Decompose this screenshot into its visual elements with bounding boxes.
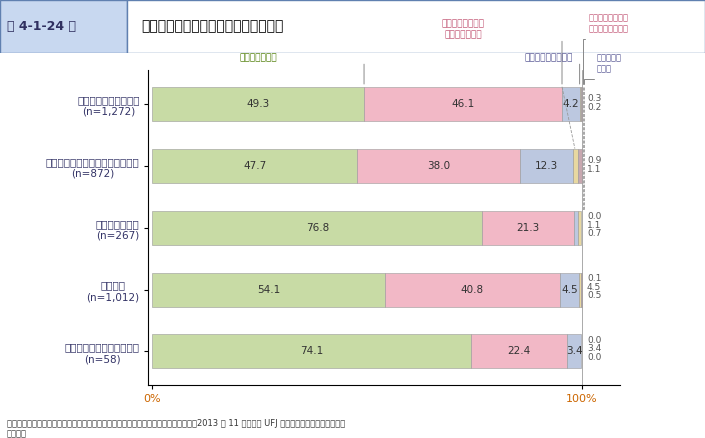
Text: 第 4-1-24 図: 第 4-1-24 図 <box>7 20 76 33</box>
Text: 3.4: 3.4 <box>587 344 601 353</box>
Text: どちらとも言えない: どちらとも言えない <box>525 53 572 62</box>
Bar <box>127 0 705 53</box>
Text: 12.3: 12.3 <box>535 161 558 171</box>
Text: 対応できて
いない: 対応できて いない <box>597 54 622 73</box>
Text: 0.7: 0.7 <box>587 230 601 238</box>
Bar <box>152 87 364 121</box>
Bar <box>152 211 482 245</box>
Text: 38.0: 38.0 <box>427 161 450 171</box>
Text: 76.8: 76.8 <box>305 223 329 233</box>
Bar <box>152 335 470 368</box>
Bar <box>578 149 582 183</box>
Text: どちらかというと
対応できている: どちらかというと 対応できている <box>442 20 485 39</box>
Text: 21.3: 21.3 <box>516 223 539 233</box>
Text: 4.2: 4.2 <box>563 99 580 109</box>
Bar <box>0 0 127 53</box>
Text: 4.5: 4.5 <box>587 283 601 292</box>
Text: 49.3: 49.3 <box>247 99 270 109</box>
Text: 4.5: 4.5 <box>561 285 578 295</box>
Bar <box>520 149 573 183</box>
Text: 0.0: 0.0 <box>587 212 601 221</box>
Bar <box>152 272 385 307</box>
Text: 46.1: 46.1 <box>451 99 474 109</box>
Text: 54.1: 54.1 <box>257 285 280 295</box>
Bar <box>573 149 578 183</box>
Text: どちらかというと
対応できていない: どちらかというと 対応できていない <box>588 14 628 33</box>
Text: 0.1: 0.1 <box>587 274 601 283</box>
Bar <box>364 87 562 121</box>
Bar <box>578 211 582 245</box>
Text: 中小企業支援機関の相談への対応状況: 中小企業支援機関の相談への対応状況 <box>141 19 283 33</box>
Text: 0.9: 0.9 <box>587 156 601 165</box>
Bar <box>357 149 520 183</box>
Text: 対応できている: 対応できている <box>240 53 277 62</box>
Bar <box>152 149 357 183</box>
Text: 74.1: 74.1 <box>300 346 323 357</box>
Text: 47.7: 47.7 <box>243 161 266 171</box>
Bar <box>562 87 580 121</box>
Text: 40.8: 40.8 <box>460 285 484 295</box>
Bar <box>560 272 580 307</box>
Text: 1.1: 1.1 <box>587 221 601 230</box>
Text: 0.3: 0.3 <box>587 94 601 103</box>
Text: 0.0: 0.0 <box>587 336 601 345</box>
Bar <box>470 335 567 368</box>
Text: 資料：中小企業庁委託「中小企業支援機関の連携状況と施策認知度に関する調査」（2013 年 11 月、三菱 UFJ リサーチ＆コンサルティング
（株））: 資料：中小企業庁委託「中小企業支援機関の連携状況と施策認知度に関する調査」（20… <box>7 419 345 438</box>
Bar <box>580 87 581 121</box>
Text: 0.0: 0.0 <box>587 353 601 362</box>
Bar <box>482 211 574 245</box>
Text: 0.2: 0.2 <box>587 102 601 112</box>
Bar <box>580 272 582 307</box>
Bar <box>567 335 582 368</box>
Bar <box>581 87 582 121</box>
Text: 22.4: 22.4 <box>507 346 530 357</box>
Bar <box>385 272 560 307</box>
Text: 3.4: 3.4 <box>565 346 582 357</box>
Text: 1.1: 1.1 <box>587 165 601 173</box>
Bar <box>574 211 578 245</box>
Text: 0.5: 0.5 <box>587 291 601 300</box>
